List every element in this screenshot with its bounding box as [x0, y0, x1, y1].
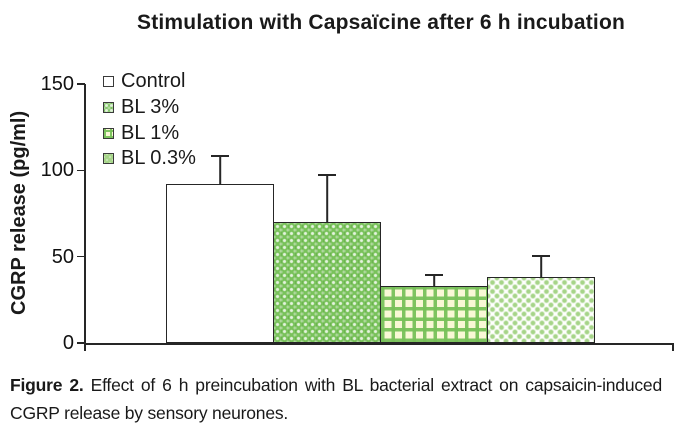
legend-swatch-bl-1pct [103, 127, 114, 139]
legend-swatch-control [103, 76, 114, 88]
y-tick [76, 83, 85, 85]
error-bar-bl-1pct [425, 273, 443, 287]
y-tick-label: 150 [40, 73, 74, 95]
error-bar-control [211, 154, 229, 185]
legend-swatch-bl-3pct [103, 102, 114, 114]
bar-bl-1pct [380, 286, 488, 343]
legend-label: Control [121, 70, 186, 93]
y-tick [76, 342, 85, 344]
chart-title: Stimulation with Capsaïcine after 6 h in… [137, 11, 625, 34]
figure-caption: Figure 2. Effect of 6 h preincubation wi… [10, 371, 662, 427]
legend-label: BL 1% [121, 121, 180, 144]
y-tick-label: 0 [62, 332, 74, 354]
error-bar-bl-3pct [318, 173, 336, 223]
legend-item-bl-0_3pct: BL 0.3% [103, 146, 196, 172]
x-axis-line [84, 343, 674, 345]
bar-bl-3pct [273, 222, 381, 343]
y-tick [76, 169, 85, 172]
error-bar-bl-0_3pct [532, 254, 550, 278]
caption-text: Effect of 6 h preincubation with BL bact… [10, 375, 662, 423]
legend-item-control: Control [103, 69, 196, 95]
y-tick [76, 255, 85, 258]
bar-bl-0_3pct [487, 277, 595, 343]
error-stem [326, 173, 328, 223]
legend-item-bl-1pct: BL 1% [103, 120, 196, 146]
error-stem [433, 273, 435, 287]
caption-label: Figure 2. [10, 375, 84, 395]
y-tick-label: 50 [51, 245, 74, 268]
x-axis-end-tick [672, 343, 674, 351]
y-tick-label: 100 [40, 159, 74, 182]
plot-area: 0 50 100 150 Control BL 3% BL 1% BL 0.3% [41, 70, 674, 354]
legend-label: BL 0.3% [121, 147, 196, 170]
y-axis-label: CGRP release (pg/ml) [8, 110, 30, 316]
y-axis-line [84, 84, 86, 351]
error-stem [540, 254, 542, 278]
legend-swatch-bl-0_3pct [103, 153, 114, 165]
error-stem [219, 154, 221, 185]
bar-control [166, 184, 274, 343]
legend-item-bl-3pct: BL 3% [103, 95, 196, 121]
chart-legend: Control BL 3% BL 1% BL 0.3% [103, 69, 196, 172]
legend-label: BL 3% [121, 96, 180, 119]
